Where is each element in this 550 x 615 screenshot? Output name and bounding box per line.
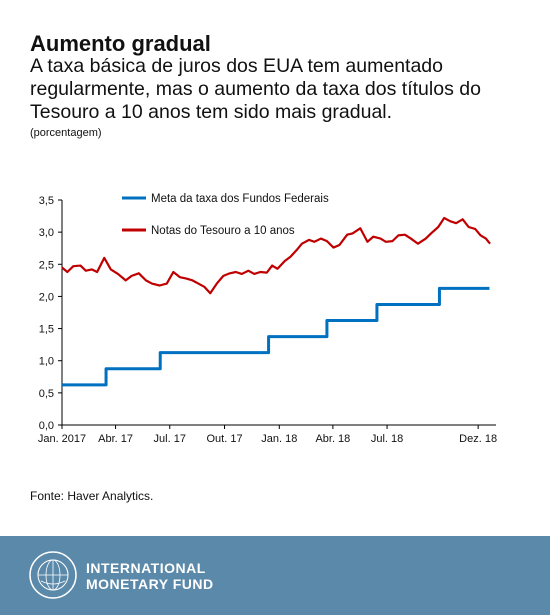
y-tick-label: 0,0 [39, 420, 54, 432]
org-name-line1: INTERNATIONAL [86, 560, 206, 576]
x-tick-label: Out. 17 [206, 433, 242, 445]
legend-label-1: Meta da taxa dos Fundos Federais [151, 193, 329, 205]
x-tick-label: Jul. 17 [154, 433, 186, 445]
x-tick-label: Dez. 18 [459, 433, 497, 445]
y-tick-label: 1,5 [39, 324, 54, 336]
legend-label-2: Notas do Tesouro a 10 anos [151, 225, 295, 237]
imf-seal-icon [29, 551, 77, 599]
chart-title: Aumento gradual [30, 31, 211, 56]
org-name-line2: MONETARY FUND [86, 576, 214, 592]
y-tick-label: 3,5 [39, 195, 54, 207]
x-tick-label: Jan. 18 [261, 433, 297, 445]
unit-label: (porcentagem) [30, 127, 102, 139]
series-line-1 [62, 286, 490, 387]
series-line-2 [61, 216, 491, 295]
source-note: Fonte: Haver Analytics. [30, 489, 154, 503]
footer-bar: INTERNATIONAL MONETARY FUND [0, 536, 550, 615]
x-tick-label: Jul. 18 [371, 433, 403, 445]
y-tick-label: 2,0 [39, 291, 54, 303]
y-tick-label: 2,5 [39, 259, 54, 271]
line-chart: 0,0 0,5 1,0 1,5 2,0 2,5 3,0 3,5 Jan. 2017 Abr. 17… [38, 193, 497, 445]
y-tick-label: 0,5 [39, 388, 54, 400]
y-tick-label: 3,0 [39, 227, 54, 239]
org-name: INTERNATIONAL MONETARY FUND [86, 560, 214, 592]
x-tick-label: Abr. 18 [315, 433, 350, 445]
x-tick-label: Abr. 17 [98, 433, 133, 445]
x-tick-label: Jan. 2017 [38, 433, 86, 445]
y-tick-label: 1,0 [39, 356, 54, 368]
chart-subtitle: A taxa básica de juros dos EUA tem aumen… [30, 55, 481, 123]
